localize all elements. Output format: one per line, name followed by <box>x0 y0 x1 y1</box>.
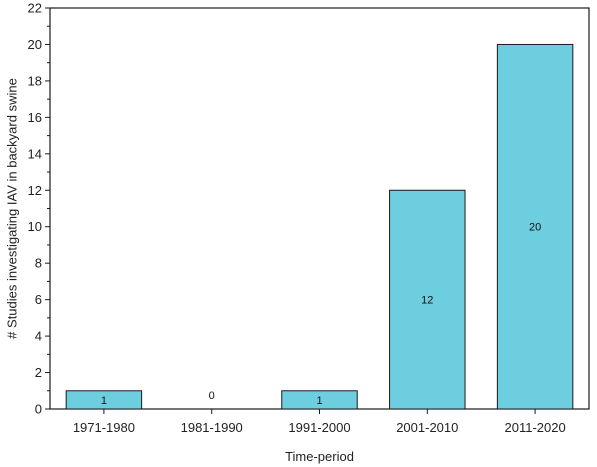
data-label-1991-2000: 1 <box>316 395 322 407</box>
y-tick-label: 6 <box>35 292 42 307</box>
y-tick-label: 20 <box>28 37 42 52</box>
y-tick-label: 10 <box>28 219 42 234</box>
data-label-2001-2010: 12 <box>421 295 433 307</box>
data-labels-group: 1 0 1 12 20 <box>101 222 541 407</box>
y-tick-label: 2 <box>35 365 42 380</box>
x-tick-label: 2011-2020 <box>504 420 565 435</box>
bars-group <box>65 43 574 410</box>
y-tick-label: 14 <box>28 146 42 161</box>
y-tick-label: 16 <box>28 110 42 125</box>
x-tick-label: 2001-2010 <box>396 420 458 435</box>
bar-2001-2010 <box>389 189 466 410</box>
x-axis: 1971-1980 1981-1990 1991-2000 2001-2010 2011… <box>73 409 566 435</box>
x-tick-label: 1981-1990 <box>181 420 243 435</box>
y-tick-label: 12 <box>28 183 42 198</box>
y-tick-label: 22 <box>28 1 42 16</box>
y-tick-label: 8 <box>35 256 42 271</box>
y-tick-label: 4 <box>35 329 42 344</box>
data-label-1981-1990: 0 <box>209 390 215 402</box>
y-tick-label: 18 <box>28 73 42 88</box>
data-label-1971-1980: 1 <box>101 395 107 407</box>
data-label-2011-2020: 20 <box>529 222 541 234</box>
y-axis-title: # Studies investigating IAV in backyard … <box>4 78 19 339</box>
bar-2011-2020 <box>496 43 574 410</box>
y-tick-label: 0 <box>35 402 42 417</box>
x-tick-label: 1991-2000 <box>288 420 350 435</box>
y-axis: 0 2 4 6 8 10 12 14 16 18 20 22 <box>28 1 50 417</box>
x-tick-label: 1971-1980 <box>73 420 135 435</box>
x-axis-title: Time-period <box>285 449 354 464</box>
